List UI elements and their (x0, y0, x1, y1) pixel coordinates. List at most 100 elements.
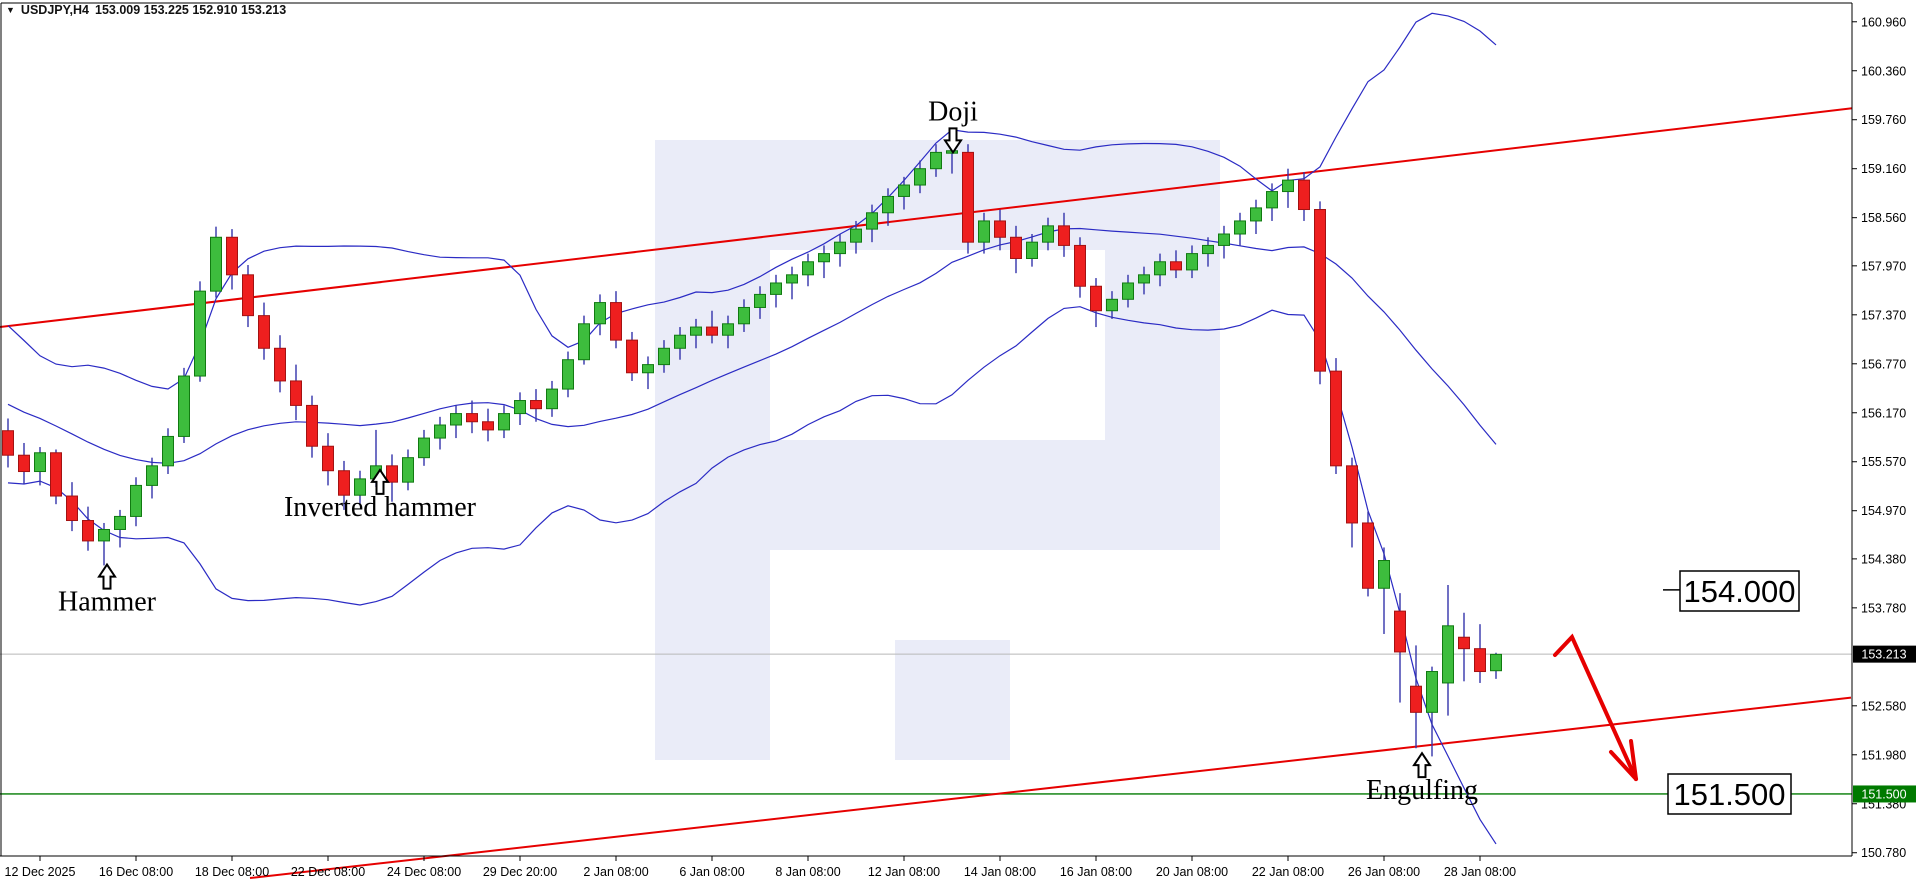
candle (818, 245, 830, 279)
candle (1090, 278, 1102, 328)
pattern-label: Doji (928, 96, 978, 127)
candle (130, 477, 142, 527)
candle (1394, 593, 1406, 703)
price-axis-label: 150.780 (1861, 846, 1906, 860)
time-axis-label: 18 Dec 08:00 (195, 865, 269, 879)
price-level-label: 154.000 (1683, 574, 1795, 609)
candle (706, 310, 718, 344)
candle (178, 367, 190, 443)
candle (482, 408, 494, 442)
candle (306, 395, 318, 458)
candle (754, 286, 766, 319)
candle (1042, 217, 1054, 251)
candle (658, 340, 670, 373)
candle (1234, 212, 1246, 246)
candle (1026, 234, 1038, 267)
time-axis[interactable]: 12 Dec 2025 16 Dec 08:00 18 Dec 08:00 22 De… (5, 856, 1517, 879)
candle (546, 380, 558, 417)
candle (66, 482, 78, 532)
trendlines[interactable] (0, 107, 1853, 880)
price-axis-label: 156.770 (1861, 357, 1906, 371)
candle (1426, 666, 1438, 757)
arrow-up-icon (97, 562, 117, 590)
candle (914, 160, 926, 194)
price-axis-label: 160.360 (1861, 64, 1906, 78)
candle (898, 176, 910, 210)
candle (802, 253, 814, 287)
pattern-annotation[interactable]: Inverted hammer (284, 468, 477, 523)
candle (1282, 168, 1294, 208)
price-axis-label: 152.580 (1861, 699, 1906, 713)
current-price-badge: 153.213 (1853, 645, 1916, 663)
pattern-annotation[interactable]: Doji (928, 96, 978, 155)
arrow-down-icon (943, 127, 963, 155)
candle (994, 209, 1006, 251)
price-axis-label: 157.370 (1861, 308, 1906, 322)
price-axis-label: 157.970 (1861, 259, 1906, 273)
price-axis[interactable]: 160.960 160.360 159.760 159.160 158.560 157.9… (1852, 15, 1906, 860)
time-axis-label: 24 Dec 08:00 (387, 865, 461, 879)
broker-watermark (655, 140, 1220, 760)
candle (962, 144, 974, 254)
price-axis-label: 158.560 (1861, 211, 1906, 225)
candle (1138, 266, 1150, 295)
candle (1218, 225, 1230, 259)
candle (98, 522, 110, 566)
candle (770, 274, 782, 308)
price-axis-label: 151.980 (1861, 748, 1906, 762)
candle (354, 470, 366, 506)
candle (146, 457, 158, 499)
candle (114, 509, 126, 548)
pattern-annotations[interactable]: Doji Hammer Inverted hammer Engulfing (58, 96, 1478, 806)
candle (674, 327, 686, 360)
candle (1298, 171, 1310, 221)
candle (690, 318, 702, 349)
time-axis-label: 16 Dec 08:00 (99, 865, 173, 879)
candle (1362, 511, 1374, 597)
price-level-boxes[interactable]: 154.000 151.500 (1663, 570, 1800, 815)
candle (1170, 250, 1182, 279)
candle (834, 234, 846, 267)
candle (402, 449, 414, 491)
symbol-dropdown-icon[interactable]: ▼ (6, 4, 15, 15)
candle (978, 212, 990, 254)
candle (578, 315, 590, 365)
candle (242, 265, 254, 328)
time-axis-label: 12 Dec 2025 (5, 865, 76, 879)
time-axis-label: 6 Jan 08:00 (679, 865, 744, 879)
time-axis-label: 28 Jan 08:00 (1444, 865, 1516, 879)
pattern-label: Hammer (58, 587, 157, 618)
time-axis-label: 2 Jan 08:00 (583, 865, 648, 879)
candle (1346, 457, 1358, 548)
candle (450, 405, 462, 439)
candle (1490, 652, 1502, 679)
price-level-box[interactable]: 154.000 (1663, 570, 1800, 612)
candle (738, 299, 750, 332)
candle (642, 356, 654, 390)
candle (434, 416, 446, 450)
pattern-annotation[interactable]: Hammer (58, 562, 157, 618)
pattern-annotation[interactable]: Engulfing (1366, 751, 1478, 806)
price-axis-label: 154.970 (1861, 504, 1906, 518)
candle (1266, 183, 1278, 221)
candle (50, 449, 62, 505)
candle (2, 418, 14, 468)
arrow-up-icon (1412, 751, 1432, 779)
time-axis-label: 8 Jan 08:00 (775, 865, 840, 879)
candle (882, 188, 894, 226)
price-axis-label: 154.380 (1861, 552, 1906, 566)
price-axis-label: 159.160 (1861, 162, 1906, 176)
candle (514, 392, 526, 426)
candle (1250, 199, 1262, 235)
price-level-box[interactable]: 151.500 (1667, 773, 1792, 815)
candle (1378, 547, 1390, 634)
chart-header: ▼ USDJPY,H4 153.009 153.225 152.910 153.… (6, 3, 286, 17)
drawn-red-arrow[interactable] (1553, 633, 1638, 781)
candle (338, 460, 350, 510)
candle (1458, 612, 1470, 682)
candle (786, 266, 798, 300)
price-axis-label: 153.780 (1861, 601, 1906, 615)
candle (1202, 237, 1214, 267)
